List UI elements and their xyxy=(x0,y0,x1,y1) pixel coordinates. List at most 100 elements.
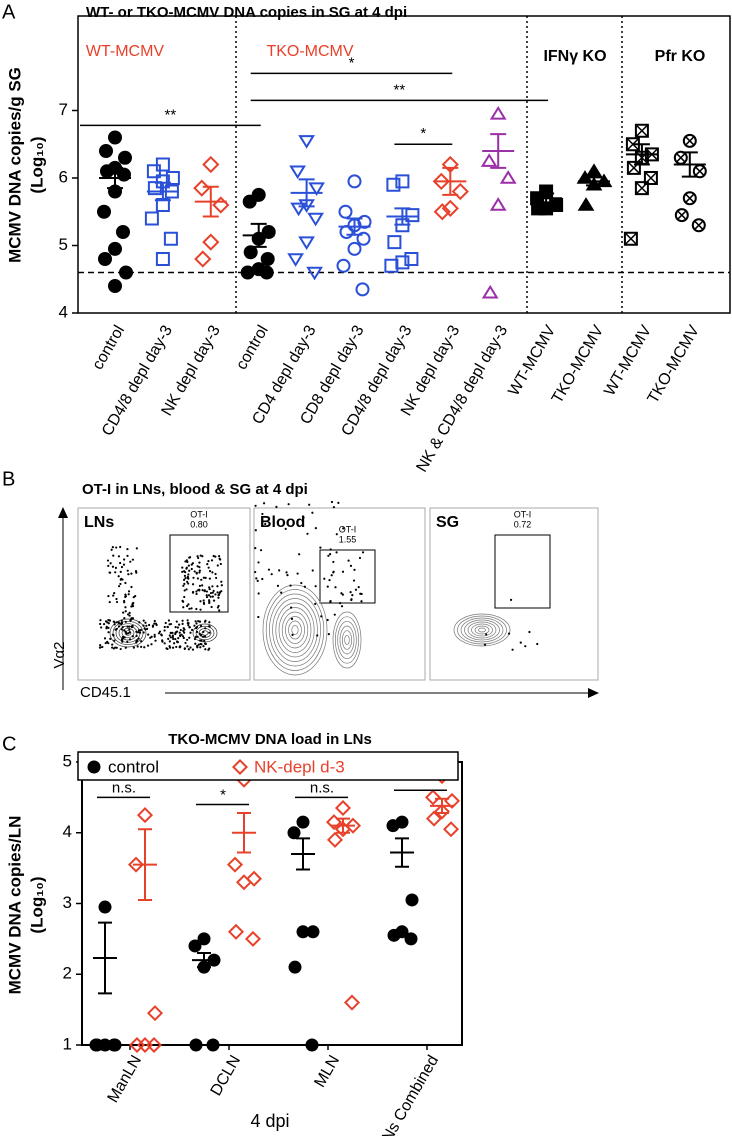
event-dot xyxy=(187,573,190,576)
section-label: WT-MCMV xyxy=(86,43,165,60)
event-dot xyxy=(184,577,187,580)
event-dot xyxy=(115,621,118,624)
contour xyxy=(288,620,302,640)
data-point xyxy=(194,250,212,268)
event-dot xyxy=(119,647,122,651)
event-dot xyxy=(278,569,281,572)
event-dot xyxy=(99,646,102,649)
event-dot xyxy=(131,624,134,627)
event-dot xyxy=(107,594,110,598)
event-dot xyxy=(328,553,332,556)
event-dot xyxy=(113,621,116,624)
event-dot xyxy=(109,562,112,565)
event-dot xyxy=(111,646,114,649)
marker-shape xyxy=(116,225,130,239)
contour xyxy=(121,627,135,639)
sem-bar xyxy=(336,817,350,834)
arrow-head xyxy=(58,507,68,518)
event-dot xyxy=(308,503,311,506)
event-dot xyxy=(202,599,205,602)
event-dot xyxy=(254,504,257,507)
gate-label: OT-I xyxy=(190,509,208,519)
event-dot xyxy=(208,599,211,602)
event-dot xyxy=(130,585,133,589)
event-dot xyxy=(174,626,177,629)
event-dot xyxy=(483,643,487,646)
event-dot xyxy=(183,628,186,631)
marker-shape xyxy=(163,231,178,246)
event-dot xyxy=(332,560,335,564)
x-tick-label: LNs Combined xyxy=(374,1053,442,1136)
gate-value: 0.72 xyxy=(514,519,532,529)
event-dot xyxy=(118,585,121,588)
event-dot xyxy=(181,619,184,622)
event-dot xyxy=(106,559,110,562)
sem-bar xyxy=(138,828,152,901)
event-dot xyxy=(174,637,177,641)
event-dot xyxy=(140,640,143,643)
event-dot xyxy=(142,624,145,627)
event-dot xyxy=(335,533,338,536)
event-dot xyxy=(507,632,511,635)
event-dot xyxy=(296,572,299,575)
event-dot xyxy=(181,599,184,602)
event-dot xyxy=(181,622,184,625)
event-dot xyxy=(113,592,116,595)
event-dot xyxy=(289,584,292,587)
contour xyxy=(275,602,315,658)
event-dot xyxy=(138,621,141,624)
event-dot xyxy=(332,506,336,509)
data-point xyxy=(298,135,315,149)
event-dot xyxy=(189,646,192,649)
event-dot xyxy=(158,630,162,633)
event-dot xyxy=(202,644,205,648)
marker-cross xyxy=(685,193,695,203)
flow-x-label: CD45.1 xyxy=(80,684,131,701)
event-dot xyxy=(184,571,187,574)
event-dot xyxy=(119,582,122,586)
sem-bar xyxy=(586,176,602,187)
event-dot xyxy=(178,634,182,637)
event-dot xyxy=(285,571,288,574)
data-point xyxy=(108,130,122,145)
data-point xyxy=(290,202,307,217)
event-dot xyxy=(216,591,219,594)
event-dot xyxy=(142,619,145,622)
marker-shape xyxy=(243,245,258,260)
event-dot xyxy=(99,622,102,626)
event-dot xyxy=(203,635,207,638)
data-point xyxy=(442,821,460,838)
data-point xyxy=(338,204,353,219)
marker-shape xyxy=(90,1038,104,1052)
marker-shape xyxy=(108,279,122,293)
event-dot xyxy=(195,590,198,593)
event-dot xyxy=(178,646,182,649)
chart-title: TKO-MCMV DNA load in LNs xyxy=(168,731,372,748)
gate xyxy=(319,549,376,604)
event-dot xyxy=(188,569,191,572)
data-point xyxy=(481,284,499,299)
event-dot xyxy=(291,633,294,636)
legend-box xyxy=(77,751,459,781)
contour xyxy=(265,589,325,671)
legend-marker xyxy=(231,758,249,776)
event-dot xyxy=(111,565,115,568)
event-dot xyxy=(126,547,129,551)
data-point xyxy=(212,196,230,214)
significance-label: * xyxy=(220,786,226,803)
event-dot xyxy=(109,637,112,640)
event-dot xyxy=(99,619,102,622)
event-dot xyxy=(114,571,117,574)
marker-shape xyxy=(404,252,419,266)
event-dot xyxy=(219,562,222,566)
event-dot xyxy=(342,527,345,530)
event-dot xyxy=(361,551,365,554)
event-dot xyxy=(127,590,131,593)
event-dot xyxy=(217,596,220,599)
arrow-head xyxy=(588,688,599,698)
event-dot xyxy=(126,554,129,557)
event-dot xyxy=(210,605,213,609)
event-dot xyxy=(209,591,213,595)
event-dot xyxy=(211,585,214,588)
event-dot xyxy=(110,548,113,551)
